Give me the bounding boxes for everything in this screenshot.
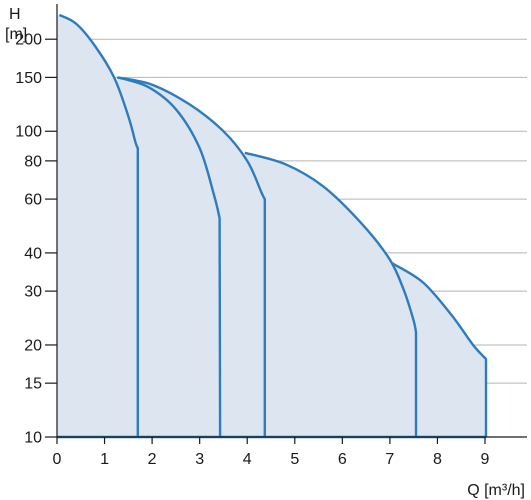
x-tick-label-9: 9 xyxy=(481,451,490,468)
y-axis-title: H xyxy=(9,6,21,23)
performance-curve-1 xyxy=(58,13,139,437)
x-tick-label-8: 8 xyxy=(433,451,442,468)
performance-curve-2 xyxy=(117,76,222,438)
x-tick-label-3: 3 xyxy=(195,451,204,468)
x-tick-label-2: 2 xyxy=(148,451,157,468)
x-tick-label-4: 4 xyxy=(243,451,252,468)
performance-curve-5 xyxy=(391,262,488,437)
x-tick-label-1: 1 xyxy=(100,451,109,468)
y-tick-label-10: 10 xyxy=(24,430,42,447)
y-tick-label-150: 150 xyxy=(15,70,42,87)
fill-region-5 xyxy=(392,263,486,437)
y-tick-label-20: 20 xyxy=(24,337,42,354)
y-tick-label-40: 40 xyxy=(24,245,42,262)
performance-curve-3 xyxy=(117,76,266,437)
x-tick-label-0: 0 xyxy=(53,451,62,468)
fill-region-4 xyxy=(244,152,416,438)
y-axis-unit: [m] xyxy=(5,26,27,43)
x-axis-ticks: 0 1 2 3 4 5 6 7 8 9 xyxy=(53,437,490,468)
x-tick-label-6: 6 xyxy=(338,451,347,468)
y-tick-label-15: 15 xyxy=(24,376,42,393)
performance-fill xyxy=(57,15,486,438)
x-tick-label-5: 5 xyxy=(290,451,299,468)
y-axis-ticks: 10 15 20 30 40 60 80 100 150 200 xyxy=(15,32,57,447)
x-tick-label-7: 7 xyxy=(385,451,394,468)
y-tick-label-60: 60 xyxy=(24,192,42,209)
fill-region-3 xyxy=(117,77,265,438)
y-tick-label-100: 100 xyxy=(15,124,42,141)
axes xyxy=(56,4,527,438)
x-axis-title: Q [m³/h] xyxy=(467,482,525,499)
performance-curve-4 xyxy=(244,151,418,437)
y-tick-label-80: 80 xyxy=(24,153,42,170)
y-tick-label-30: 30 xyxy=(24,284,42,301)
y-tick-label-200: 200 xyxy=(15,32,42,49)
